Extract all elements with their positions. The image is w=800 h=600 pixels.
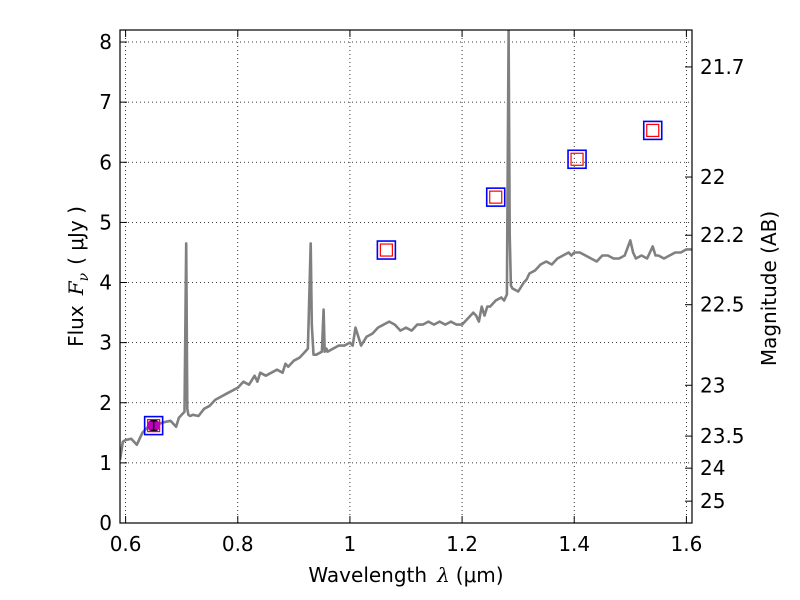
photometry-point	[143, 415, 164, 436]
mag-tick-label: 25	[700, 489, 725, 513]
point-inner-box	[570, 152, 584, 166]
y-tick-label: 2	[99, 391, 112, 415]
point-inner-box	[489, 190, 503, 204]
photometry-point	[642, 120, 663, 141]
y-tick-label: 3	[99, 331, 112, 355]
y-tick-label: 7	[99, 90, 112, 114]
spectrum-line	[120, 30, 692, 461]
axis-ticks	[120, 30, 692, 524]
tick-labels: 0.6 0.8 1 1.2 1.4 1.601234567821.72222.222.52…	[99, 30, 744, 556]
y-tick-label: 4	[99, 271, 112, 295]
mag-tick-label: 21.7	[700, 55, 745, 79]
point-outer-box	[376, 240, 397, 260]
x-tick-label: 1.4	[558, 532, 590, 556]
x-tick-label: 1	[344, 532, 357, 556]
x-axis-label: Wavelength λ (μm)	[308, 563, 503, 587]
mag-tick-label: 22.5	[700, 293, 745, 317]
mag-tick-label: 24	[700, 456, 725, 480]
right-axis-label: Magnitude (AB)	[757, 211, 781, 366]
y-axis-label: FluxFν( μJy )	[64, 206, 92, 347]
y-tick-label: 5	[99, 210, 112, 234]
y-tick-label: 8	[99, 30, 112, 54]
mag-tick-label: 23	[700, 373, 725, 397]
point-outer-box	[642, 120, 663, 141]
x-tick-label: 1.2	[446, 532, 478, 556]
x-tick-label: 0.6	[110, 532, 142, 556]
photometry-points	[143, 120, 663, 436]
photometry-point	[376, 240, 397, 260]
photometry-point	[567, 149, 587, 170]
y-tick-label: 6	[99, 150, 112, 174]
x-tick-label: 0.8	[222, 532, 254, 556]
point-outer-box	[567, 149, 587, 170]
y-tick-label: 0	[99, 511, 112, 535]
mag-tick-label: 22.2	[700, 223, 745, 247]
y-tick-label: 1	[99, 451, 112, 475]
point-inner-box	[379, 243, 393, 257]
plot-frame	[119, 29, 693, 524]
x-tick-label: 1.6	[670, 532, 702, 556]
point-outer-box	[485, 187, 506, 207]
mag-tick-label: 23.5	[700, 424, 745, 448]
grid-lines	[120, 30, 692, 524]
mag-tick-label: 22	[700, 165, 725, 189]
point-outer-box	[143, 415, 164, 436]
point-inner-box	[646, 123, 660, 138]
spectrum-series	[120, 30, 692, 461]
photometry-point	[485, 187, 506, 207]
